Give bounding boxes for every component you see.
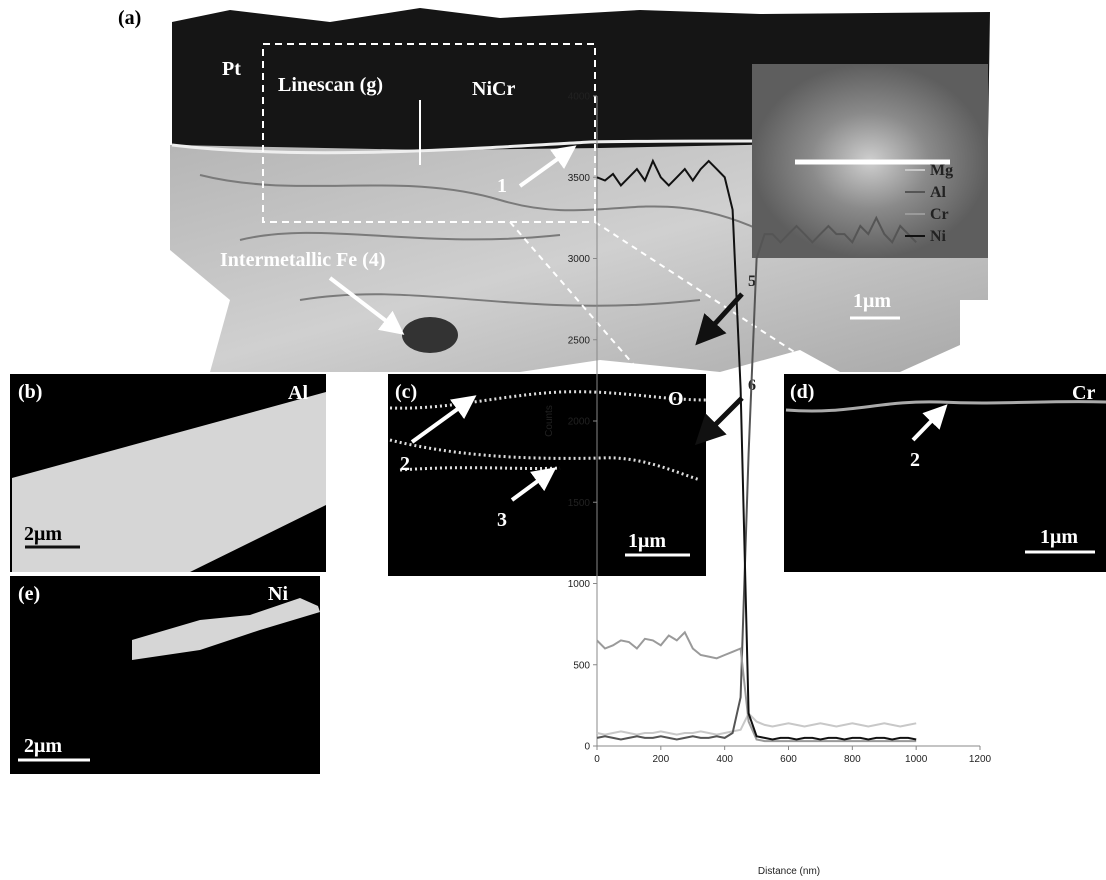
legend-label: Cr (930, 206, 949, 223)
annotation: NiCr (472, 78, 515, 100)
y-tick-label: 2000 (568, 417, 591, 428)
legend-label: Ni (930, 228, 947, 245)
intermetallic-particle (402, 317, 458, 353)
element-label: O (668, 388, 684, 410)
y-tick-label: 2500 (568, 335, 591, 346)
panel-label: (b) (18, 381, 42, 403)
legend-label: Mg (930, 162, 953, 179)
y-tick-label: 4000 (568, 92, 591, 103)
y-tick-label: 3000 (568, 254, 591, 265)
scale-label: 1μm (853, 290, 891, 312)
figure: (a) Pt Linescan (g) NiCr 1 Intermetallic… (0, 0, 1106, 880)
element-label: Cr (1072, 382, 1095, 404)
series-line (597, 714, 916, 735)
annotation: Linescan (g) (278, 74, 383, 96)
panel-d: (d) Cr 2 1μm (784, 374, 1106, 572)
scale-label: 1μm (1040, 526, 1078, 548)
x-tick-label: 600 (780, 754, 797, 765)
y-tick-label: 1500 (568, 498, 591, 509)
panel-label: (a) (118, 7, 141, 29)
y-tick-label: 0 (584, 742, 590, 753)
y-tick-label: 3500 (568, 173, 591, 184)
panel-b: (b) Al 2μm (10, 374, 326, 572)
panel-label: (c) (395, 381, 417, 403)
x-axis-title: Distance (nm) (758, 866, 820, 877)
x-tick-label: 200 (652, 754, 669, 765)
series-line (597, 632, 916, 741)
scale-label: 2μm (24, 735, 62, 757)
element-label: Al (288, 382, 308, 404)
legend-label: Al (930, 184, 947, 201)
x-tick-label: 1000 (905, 754, 928, 765)
panel-label: (d) (790, 381, 814, 403)
annotation: 1 (497, 175, 507, 197)
x-tick-label: 1200 (969, 754, 992, 765)
panel-e: (e) Ni 2μm (10, 576, 320, 774)
annotation: Intermetallic Fe (4) (220, 249, 385, 271)
y-tick-label: 1000 (568, 579, 591, 590)
element-label: Ni (268, 583, 288, 605)
panel-a: (a) Pt Linescan (g) NiCr 1 Intermetallic… (118, 7, 990, 372)
x-tick-label: 400 (716, 754, 733, 765)
y-axis-title: Counts (544, 405, 555, 437)
scale-label: 2μm (24, 523, 62, 545)
panel-label: (e) (18, 583, 40, 605)
y-tick-label: 500 (573, 660, 590, 671)
scale-label: 1μm (628, 530, 666, 552)
panel-c: (c) O 2 3 1μm (388, 374, 706, 576)
annotation: Pt (222, 58, 241, 80)
annotation: 2 (910, 449, 920, 471)
x-tick-label: 0 (594, 754, 600, 765)
annotation: 2 (400, 453, 410, 475)
annotation: 3 (497, 509, 507, 531)
arrow (702, 398, 742, 438)
x-tick-label: 800 (844, 754, 861, 765)
